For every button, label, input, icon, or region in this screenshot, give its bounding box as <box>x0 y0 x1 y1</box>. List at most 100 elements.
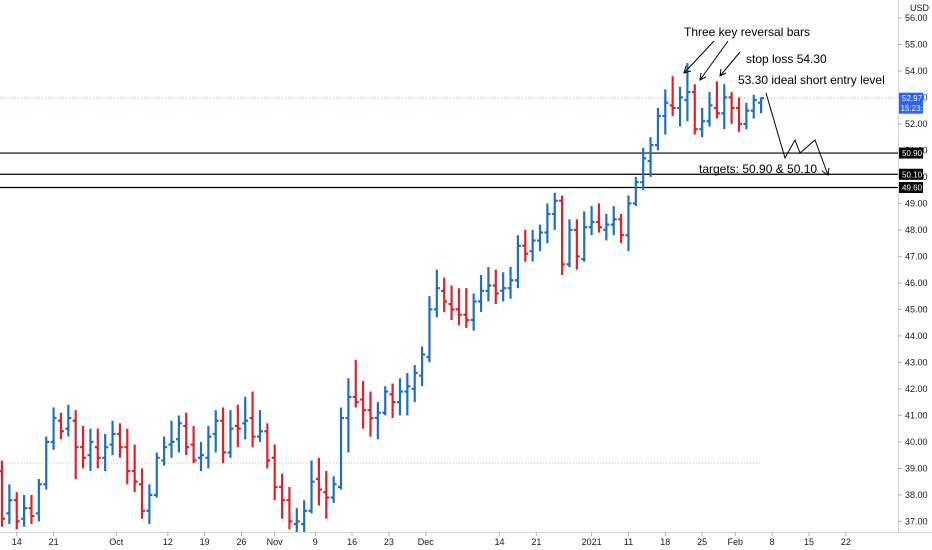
ohlc-bar <box>706 92 713 127</box>
ohlc-bar <box>256 410 263 442</box>
x-tick-label: 25 <box>697 537 707 547</box>
ohlc-bar <box>647 137 654 177</box>
y-tick-label: 38.00 <box>905 490 928 500</box>
x-tick-label: 16 <box>347 537 357 547</box>
ohlc-bar <box>559 195 566 275</box>
ohlc-bar <box>146 484 153 525</box>
x-tick-label: Dec <box>418 537 435 547</box>
annotation-targets: targets: 50.90 & 50.10 <box>699 162 817 176</box>
ohlc-bar <box>485 267 492 302</box>
x-tick-label: 22 <box>841 537 851 547</box>
ohlc-bar <box>743 102 750 130</box>
annotation-drawings <box>683 40 830 176</box>
ohlc-bar <box>566 219 573 267</box>
ohlc-bar <box>94 428 101 469</box>
ohlc-bar <box>271 444 278 501</box>
ohlc-bar <box>426 296 433 363</box>
ohlc-bar <box>478 274 485 313</box>
ohlc-bar <box>323 471 330 519</box>
ohlc-bar <box>109 420 116 456</box>
x-tick-label: Feb <box>728 537 744 547</box>
ohlc-bar <box>677 86 684 127</box>
ohlc-bar <box>610 206 617 236</box>
ohlc-bar <box>57 412 64 440</box>
projection-arrow-head <box>821 167 830 176</box>
ohlc-bar <box>28 494 35 525</box>
ohlc-bar <box>492 269 499 305</box>
x-tick-label: 18 <box>660 537 670 547</box>
ohlc-bar <box>0 460 5 527</box>
ohlc-bar <box>544 203 551 244</box>
ohlc-bar <box>625 195 632 252</box>
ohlc-bar <box>551 192 558 230</box>
ohlc-bar <box>102 433 109 472</box>
y-tick-label: 44.00 <box>905 331 928 341</box>
ohlc-bar <box>463 288 470 328</box>
ohlc-bar <box>514 235 521 289</box>
ohlc-bar <box>419 346 426 387</box>
ohlc-bar <box>389 383 396 419</box>
ohlc-bar <box>632 176 639 207</box>
x-tick-label: 21 <box>531 537 541 547</box>
time-axis-ticks: 14 21 Oct 12 19 26 Nov 9 16 23 Dec 14 21 2021 11 18 25 Fe… <box>12 532 851 547</box>
ohlc-bar <box>581 211 588 262</box>
ohlc-bar <box>441 277 448 313</box>
level-tag-label: 50.90 <box>902 149 923 158</box>
annotation-reversal-bars: Three key reversal bars <box>684 25 810 39</box>
ohlc-bar <box>286 486 293 530</box>
arrow-head-1 <box>683 65 692 74</box>
x-tick-label: 11 <box>624 537 633 547</box>
x-tick-label: 14 <box>494 537 504 547</box>
ohlc-bar <box>13 492 20 530</box>
ohlc-bar <box>293 508 300 532</box>
ohlc-bar <box>713 81 720 119</box>
ohlc-bar <box>308 460 315 514</box>
ohlc-bar <box>382 386 389 416</box>
y-tick-label: 42.00 <box>905 384 928 394</box>
ohlc-bar <box>264 423 271 469</box>
ohlc-bar <box>360 380 367 429</box>
ohlc-bar <box>736 97 742 132</box>
ohlc-bar <box>750 94 757 119</box>
ohlc-bar <box>175 415 182 453</box>
ohlc-bar <box>433 269 440 318</box>
projection-path <box>765 92 829 176</box>
ohlc-bar <box>352 359 359 408</box>
ohlc-bar <box>367 391 374 437</box>
ohlc-bar <box>330 476 337 503</box>
ohlc-bar <box>87 428 94 472</box>
ohlc-bar <box>65 404 72 437</box>
ohlc-bars <box>0 62 765 532</box>
ohlc-bar <box>654 108 661 151</box>
horizontal-levels <box>0 152 898 189</box>
ohlc-bar <box>404 373 411 416</box>
x-tick-label: Nov <box>267 537 284 547</box>
ohlc-bar <box>242 396 249 440</box>
arrow-head-2 <box>699 72 707 81</box>
x-tick-label: 2021 <box>582 537 602 547</box>
ohlc-bar <box>662 89 669 135</box>
ohlc-bar <box>691 84 698 135</box>
y-tick-label: 47.00 <box>905 251 928 261</box>
ohlc-bar <box>669 76 676 116</box>
x-tick-label: 21 <box>49 537 59 547</box>
ohlc-bar <box>573 219 580 270</box>
x-tick-label: 14 <box>12 537 22 547</box>
last-price-label: 52.97 <box>902 94 923 103</box>
ohlc-bar <box>396 378 403 416</box>
ohlc-bar <box>279 473 286 519</box>
ohlc-bar <box>699 108 706 138</box>
ohlc-bar <box>411 365 418 403</box>
y-tick-label: 52.00 <box>905 119 928 129</box>
ohlc-bar <box>131 444 138 493</box>
ohlc-bar <box>721 84 728 130</box>
y-tick-label: 45.00 <box>905 304 928 314</box>
ohlc-bar <box>116 423 123 458</box>
y-tick-label: 49.00 <box>905 198 928 208</box>
level-tag-label: 49.60 <box>902 184 923 193</box>
x-tick-label: Oct <box>109 537 124 547</box>
countdown-label: 15:23:13 <box>901 104 932 113</box>
level-tag <box>899 182 923 193</box>
ohlc-bar <box>588 206 595 236</box>
x-tick-label: 12 <box>163 537 173 547</box>
